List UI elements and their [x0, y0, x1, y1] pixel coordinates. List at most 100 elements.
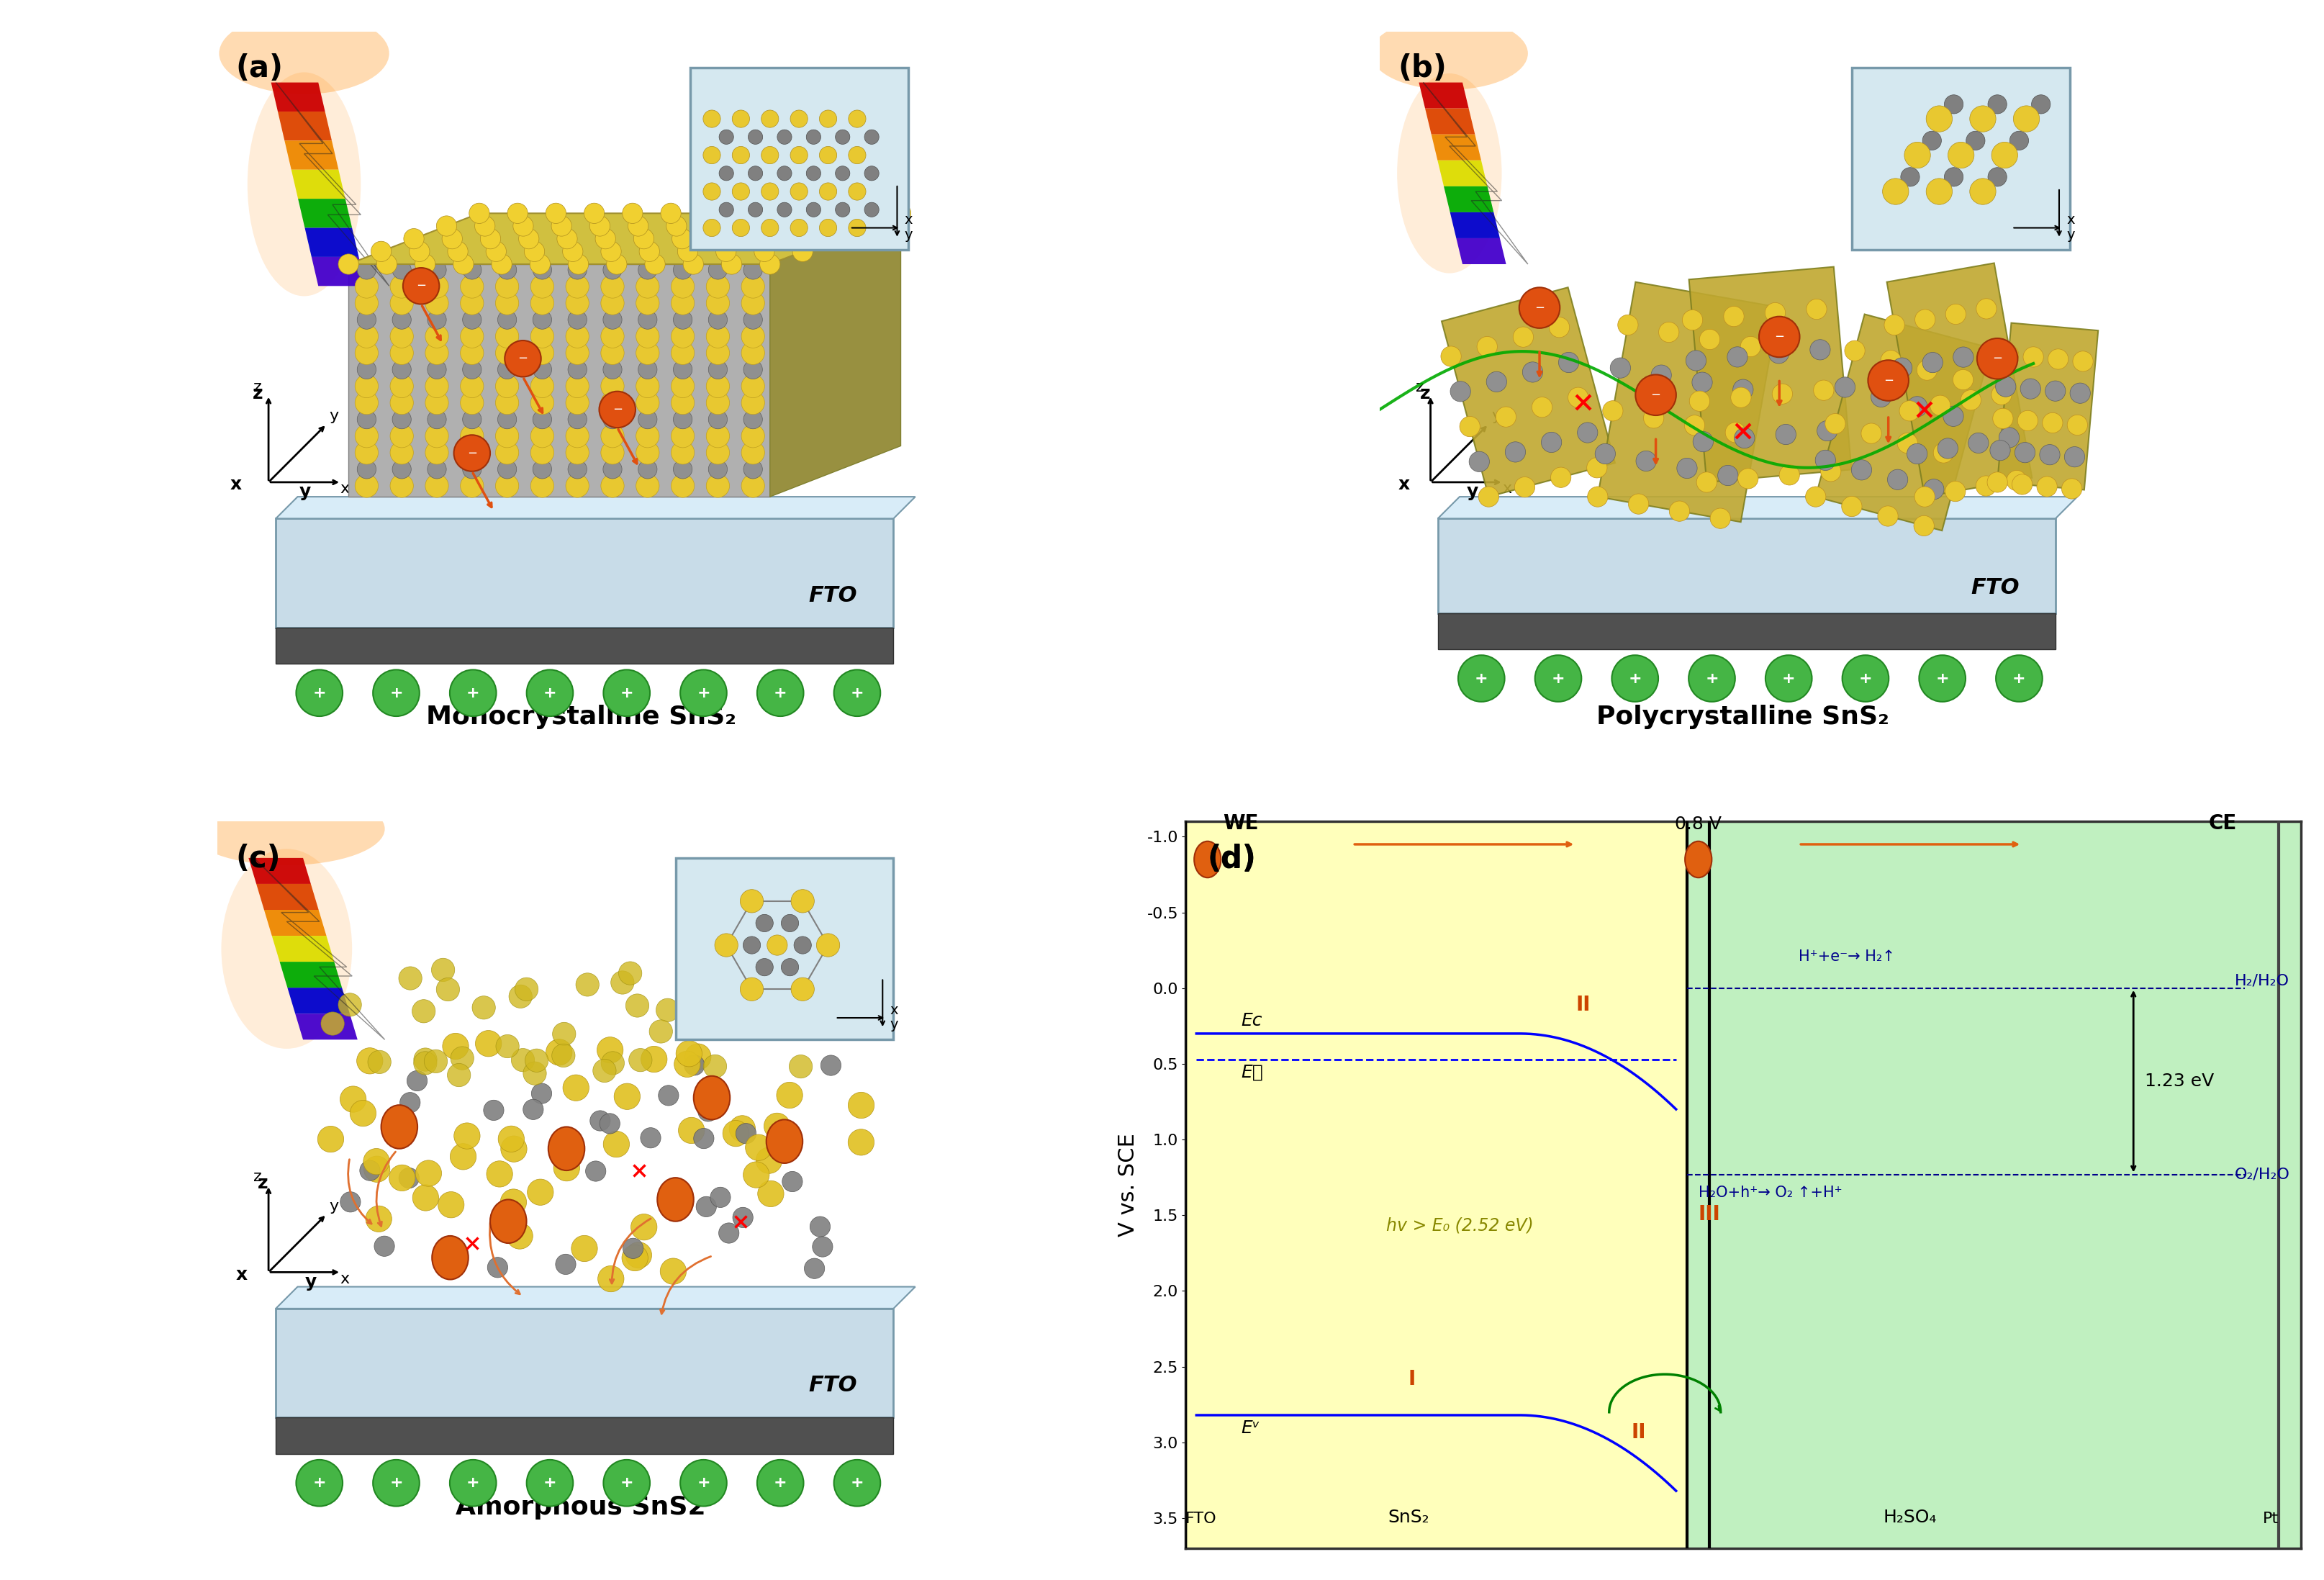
Circle shape — [1852, 460, 1871, 480]
Ellipse shape — [1371, 17, 1527, 90]
Circle shape — [404, 229, 423, 250]
Circle shape — [497, 310, 516, 329]
Circle shape — [507, 204, 528, 223]
Circle shape — [1948, 142, 1973, 167]
Circle shape — [704, 147, 720, 164]
Circle shape — [644, 254, 665, 275]
Text: +: + — [314, 686, 325, 700]
Circle shape — [590, 1111, 611, 1131]
Circle shape — [358, 261, 376, 280]
Circle shape — [848, 111, 867, 128]
Circle shape — [781, 915, 799, 932]
Circle shape — [495, 1035, 518, 1059]
Polygon shape — [1450, 212, 1499, 239]
Circle shape — [2024, 346, 2043, 367]
Circle shape — [402, 267, 439, 303]
Circle shape — [1815, 450, 1836, 471]
Circle shape — [790, 978, 813, 1000]
Text: x: x — [339, 1272, 349, 1286]
Circle shape — [481, 229, 500, 250]
Circle shape — [1908, 397, 1927, 417]
Circle shape — [365, 1157, 390, 1182]
Circle shape — [660, 204, 681, 223]
Circle shape — [732, 1207, 753, 1228]
Circle shape — [681, 1460, 727, 1506]
Circle shape — [428, 261, 446, 280]
Circle shape — [681, 670, 727, 716]
Text: z: z — [258, 1176, 267, 1193]
Circle shape — [1727, 346, 1748, 367]
Text: ─: ─ — [518, 352, 528, 365]
Text: x: x — [2066, 213, 2075, 228]
Circle shape — [890, 204, 911, 223]
Circle shape — [437, 978, 460, 1002]
Circle shape — [1734, 379, 1752, 400]
Text: +: + — [851, 1476, 865, 1490]
Text: Eⰼ: Eⰼ — [1241, 1063, 1264, 1081]
Circle shape — [744, 1161, 769, 1188]
Circle shape — [495, 291, 518, 314]
Text: x: x — [904, 213, 913, 228]
Text: SnS₂: SnS₂ — [1387, 1509, 1429, 1526]
Circle shape — [474, 216, 495, 235]
Circle shape — [704, 216, 725, 235]
Ellipse shape — [693, 1076, 730, 1120]
Circle shape — [595, 229, 616, 250]
Circle shape — [1929, 395, 1950, 416]
Circle shape — [709, 261, 727, 280]
Circle shape — [2040, 444, 2059, 465]
Circle shape — [1903, 142, 1931, 167]
Circle shape — [551, 1044, 574, 1066]
Circle shape — [762, 220, 779, 237]
Circle shape — [744, 360, 762, 379]
Circle shape — [758, 1460, 804, 1506]
Circle shape — [1497, 406, 1515, 427]
Circle shape — [530, 392, 553, 414]
Circle shape — [2068, 416, 2087, 435]
Circle shape — [351, 1100, 376, 1127]
Circle shape — [1506, 442, 1525, 463]
Circle shape — [602, 474, 625, 498]
Circle shape — [372, 670, 418, 716]
Circle shape — [741, 474, 765, 498]
Circle shape — [390, 392, 414, 414]
Circle shape — [516, 978, 539, 1000]
Text: +: + — [621, 686, 634, 700]
Circle shape — [500, 1190, 528, 1215]
Text: FTO: FTO — [1185, 1512, 1218, 1526]
Circle shape — [639, 360, 658, 379]
Circle shape — [667, 216, 686, 235]
Circle shape — [567, 254, 588, 275]
Circle shape — [525, 242, 544, 262]
Circle shape — [1843, 656, 1889, 702]
Text: H⁺+e⁻→ H₂↑: H⁺+e⁻→ H₂↑ — [1799, 950, 1894, 964]
Circle shape — [528, 670, 574, 716]
Circle shape — [453, 254, 474, 275]
Polygon shape — [256, 883, 318, 910]
Polygon shape — [272, 82, 325, 112]
Circle shape — [360, 1160, 381, 1180]
Circle shape — [674, 1051, 700, 1078]
Circle shape — [425, 291, 449, 314]
Circle shape — [1764, 303, 1785, 322]
Text: Amorphous SnS2: Amorphous SnS2 — [456, 1495, 706, 1520]
Polygon shape — [1439, 160, 1487, 186]
Circle shape — [709, 310, 727, 329]
Circle shape — [706, 425, 730, 447]
Polygon shape — [277, 496, 916, 518]
Circle shape — [411, 1000, 435, 1022]
Ellipse shape — [658, 1177, 693, 1221]
Circle shape — [409, 242, 430, 262]
Bar — [1687, 822, 2301, 1548]
Circle shape — [602, 310, 623, 329]
Circle shape — [514, 216, 535, 235]
Circle shape — [393, 409, 411, 428]
Circle shape — [634, 229, 653, 250]
Circle shape — [1975, 299, 1996, 319]
Circle shape — [755, 915, 774, 932]
Text: ─: ─ — [1652, 389, 1659, 401]
Circle shape — [813, 204, 834, 223]
Circle shape — [602, 374, 625, 398]
Circle shape — [414, 1048, 437, 1071]
Circle shape — [551, 216, 572, 235]
